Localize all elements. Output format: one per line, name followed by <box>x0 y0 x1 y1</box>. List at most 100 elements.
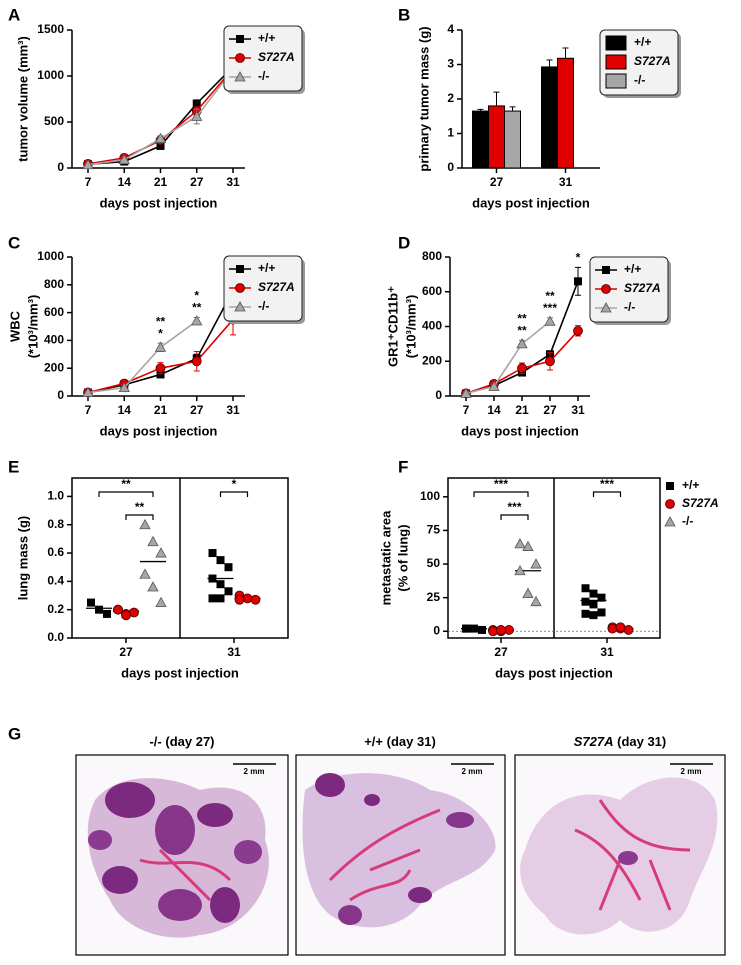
bar <box>472 110 489 169</box>
legend-label: S727A <box>634 54 671 68</box>
histology-image: 2 mm <box>514 754 726 956</box>
bar <box>504 110 521 169</box>
y-tick-label: 0 <box>435 388 442 402</box>
significance-label: * <box>232 477 237 491</box>
data-point <box>242 593 253 604</box>
data-point <box>216 594 225 603</box>
caption-day: (day 31) <box>387 734 436 749</box>
x-tick-label: 31 <box>600 645 614 659</box>
data-point <box>478 625 486 634</box>
data-point <box>597 608 606 617</box>
caption-day: (day 31) <box>617 734 666 749</box>
legend-marker <box>234 71 246 82</box>
panel-label: C <box>8 233 20 252</box>
x-tick-label: 21 <box>515 403 529 417</box>
significance-label: ** <box>135 500 145 514</box>
x-tick-label: 31 <box>227 645 241 659</box>
data-point <box>155 363 166 374</box>
data-point <box>208 594 217 603</box>
data-point <box>522 540 534 551</box>
legend-marker <box>602 266 610 274</box>
y-axis-title: lung mass (g) <box>15 516 30 601</box>
x-tick-label: 31 <box>226 175 240 189</box>
panel-label: F <box>398 457 408 476</box>
data-point <box>514 564 526 576</box>
image-caption: +/+ (day 31) <box>364 734 436 749</box>
significance-bracket <box>98 491 154 497</box>
x-tick-label: 21 <box>154 175 168 189</box>
y-tick-label: 0 <box>57 160 64 174</box>
x-axis-title: days post injection <box>100 195 218 210</box>
y-tick-label: 0.2 <box>47 602 64 616</box>
data-point <box>113 604 123 615</box>
x-axis-title: days post injection <box>472 195 590 210</box>
x-tick-label: 27 <box>119 645 133 659</box>
panel-label: A <box>8 5 20 24</box>
legend-label: -/- <box>634 73 645 87</box>
error-bar <box>546 59 553 67</box>
x-axis-title: days post injection <box>495 665 613 680</box>
error-bar <box>493 91 500 106</box>
data-point <box>208 574 217 583</box>
legend-label: S727A <box>682 496 719 510</box>
legend-marker <box>234 301 246 312</box>
panel-label: B <box>398 5 410 24</box>
data-point <box>87 598 95 607</box>
data-point <box>589 589 598 598</box>
data-point <box>82 158 94 170</box>
y-tick-label: 800 <box>422 249 442 263</box>
x-tick-label: 14 <box>487 403 501 417</box>
y-tick-label: 4 <box>447 22 454 36</box>
histology-image: 2 mm <box>295 754 506 956</box>
y-tick-label: 2 <box>447 91 454 105</box>
significance-label: *** <box>543 301 557 315</box>
y-axis-title: metastatic area <box>378 510 393 605</box>
y-tick-label: 0.4 <box>47 574 64 588</box>
significance-bracket <box>500 514 529 520</box>
significance-label: ** <box>545 289 555 303</box>
scale-bar-label: 2 mm <box>244 767 265 776</box>
significance-label: ** <box>517 324 527 338</box>
error-bar <box>562 47 569 59</box>
data-point <box>156 370 165 379</box>
y-axis-title: primary tumor mass (g) <box>416 26 431 171</box>
error-bar <box>575 266 581 296</box>
y-axis-title: tumor volume (mm³) <box>15 36 30 162</box>
bar <box>541 66 558 169</box>
x-tick-label: 27 <box>190 175 204 189</box>
data-point <box>224 563 233 572</box>
significance-label: ** <box>517 312 527 326</box>
bar <box>557 57 574 169</box>
histology-image: 2 mm <box>75 754 289 956</box>
data-point <box>581 609 590 618</box>
y-tick-label: 0.6 <box>47 545 64 559</box>
data-point <box>607 623 618 634</box>
legend-marker <box>236 35 244 43</box>
y-tick-label: 25 <box>427 590 441 604</box>
data-point <box>82 386 94 397</box>
legend-marker <box>665 499 675 509</box>
y-tick-label: 75 <box>427 523 441 537</box>
y-axis-title: (*10³/mm³) <box>25 295 40 359</box>
x-tick-label: 31 <box>571 403 585 417</box>
y-tick-label: 3 <box>447 57 454 71</box>
x-tick-label: 7 <box>85 403 92 417</box>
data-point <box>488 380 500 391</box>
y-tick-label: 200 <box>44 360 64 374</box>
significance-label: *** <box>600 477 614 491</box>
legend-label: +/+ <box>682 478 699 492</box>
data-point <box>121 610 131 621</box>
significance-label: * <box>158 326 163 340</box>
error-bar <box>509 106 516 112</box>
data-point <box>216 580 225 589</box>
series-line <box>87 320 198 394</box>
legend-label: +/+ <box>258 31 275 45</box>
panel-label: G <box>8 724 21 743</box>
caption-genotype: S727A <box>574 734 614 749</box>
data-point <box>545 356 555 367</box>
panel-label: D <box>398 233 410 252</box>
data-point <box>573 325 583 336</box>
significance-bracket <box>473 491 529 497</box>
significance-label: ** <box>192 301 202 315</box>
